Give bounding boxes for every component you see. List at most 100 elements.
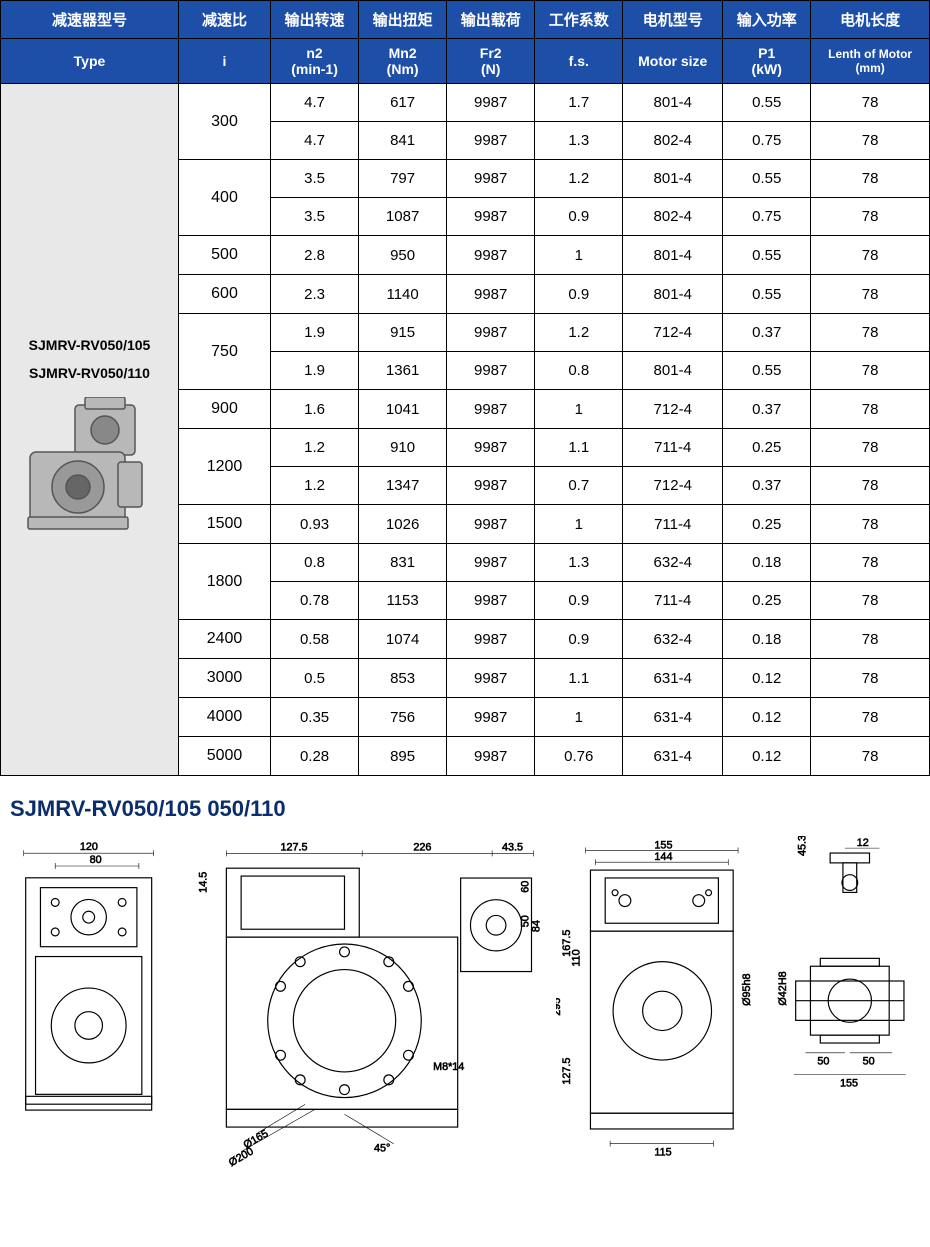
svg-text:12: 12 xyxy=(857,837,869,849)
data-cell: 2.3 xyxy=(271,275,359,314)
data-cell: 4.7 xyxy=(271,84,359,122)
data-cell: 3.5 xyxy=(271,198,359,236)
svg-text:14.5: 14.5 xyxy=(198,872,210,893)
data-cell: 1.3 xyxy=(535,544,623,582)
data-cell: 2.8 xyxy=(271,236,359,275)
data-cell: 9987 xyxy=(447,84,535,122)
data-cell: 1.3 xyxy=(535,122,623,160)
data-cell: 9987 xyxy=(447,122,535,160)
svg-text:127.5: 127.5 xyxy=(281,841,308,853)
data-cell: 0.75 xyxy=(723,122,811,160)
drawing-right: 155 144 167.5 110 295 127.5 Ø95h8 115 xyxy=(556,836,763,1166)
data-cell: 1347 xyxy=(359,467,447,505)
hdr-motor-en: Motor size xyxy=(623,39,723,84)
data-cell: 1.7 xyxy=(535,84,623,122)
data-cell: 0.7 xyxy=(535,467,623,505)
data-cell: 802-4 xyxy=(623,122,723,160)
svg-text:Ø42H8: Ø42H8 xyxy=(777,971,789,1005)
data-cell: 1041 xyxy=(359,390,447,429)
ratio-cell: 1500 xyxy=(179,505,271,544)
data-cell: 0.75 xyxy=(723,198,811,236)
data-cell: 895 xyxy=(359,737,447,776)
svg-text:226: 226 xyxy=(414,841,432,853)
ratio-cell: 3000 xyxy=(179,659,271,698)
data-cell: 0.9 xyxy=(535,275,623,314)
hdr-type-en: Type xyxy=(1,39,179,84)
data-cell: 0.12 xyxy=(723,737,811,776)
data-cell: 4.7 xyxy=(271,122,359,160)
hdr-len-en: Lenth of Motor (mm) xyxy=(811,39,930,84)
data-cell: 756 xyxy=(359,698,447,737)
svg-text:Ø200: Ø200 xyxy=(227,1145,256,1169)
data-cell: 9987 xyxy=(447,505,535,544)
data-cell: 910 xyxy=(359,429,447,467)
data-cell: 0.25 xyxy=(723,429,811,467)
svg-text:45°: 45° xyxy=(374,1143,390,1155)
data-cell: 0.78 xyxy=(271,582,359,620)
data-cell: 631-4 xyxy=(623,659,723,698)
svg-text:45.3: 45.3 xyxy=(797,836,809,856)
data-cell: 78 xyxy=(811,544,930,582)
data-cell: 9987 xyxy=(447,390,535,429)
ratio-cell: 500 xyxy=(179,236,271,275)
data-cell: 1074 xyxy=(359,620,447,659)
hdr-ratio-cn: 减速比 xyxy=(179,1,271,39)
data-cell: 631-4 xyxy=(623,737,723,776)
data-cell: 9987 xyxy=(447,582,535,620)
data-cell: 1087 xyxy=(359,198,447,236)
data-cell: 853 xyxy=(359,659,447,698)
data-cell: 78 xyxy=(811,429,930,467)
svg-text:155: 155 xyxy=(654,839,672,851)
data-cell: 632-4 xyxy=(623,620,723,659)
data-cell: 797 xyxy=(359,160,447,198)
table-row: SJMRV-RV050/105SJMRV-RV050/1103004.76179… xyxy=(1,84,930,122)
gearbox-icon xyxy=(10,397,170,537)
data-cell: 78 xyxy=(811,505,930,544)
hdr-fs-cn: 工作系数 xyxy=(535,1,623,39)
data-cell: 78 xyxy=(811,467,930,505)
ratio-cell: 2400 xyxy=(179,620,271,659)
data-cell: 0.76 xyxy=(535,737,623,776)
data-cell: 0.37 xyxy=(723,314,811,352)
data-cell: 1.1 xyxy=(535,659,623,698)
data-cell: 631-4 xyxy=(623,698,723,737)
data-cell: 1 xyxy=(535,236,623,275)
data-cell: 0.5 xyxy=(271,659,359,698)
data-cell: 78 xyxy=(811,236,930,275)
data-cell: 0.55 xyxy=(723,236,811,275)
data-cell: 0.9 xyxy=(535,198,623,236)
data-cell: 0.55 xyxy=(723,84,811,122)
data-cell: 712-4 xyxy=(623,390,723,429)
hdr-n2-en: n2 (min-1) xyxy=(271,39,359,84)
data-cell: 831 xyxy=(359,544,447,582)
data-cell: 9987 xyxy=(447,198,535,236)
data-cell: 801-4 xyxy=(623,84,723,122)
hdr-mn2-cn: 输出扭矩 xyxy=(359,1,447,39)
data-cell: 78 xyxy=(811,352,930,390)
data-cell: 617 xyxy=(359,84,447,122)
hdr-len-cn: 电机长度 xyxy=(811,1,930,39)
data-cell: 0.12 xyxy=(723,659,811,698)
data-cell: 3.5 xyxy=(271,160,359,198)
data-cell: 712-4 xyxy=(623,314,723,352)
drawings-row: 120 80 127.5 226 43.5 14.5 60 50 84 M8*1… xyxy=(0,836,930,1196)
ratio-cell: 1200 xyxy=(179,429,271,505)
data-cell: 78 xyxy=(811,582,930,620)
data-cell: 9987 xyxy=(447,620,535,659)
data-cell: 78 xyxy=(811,198,930,236)
ratio-cell: 300 xyxy=(179,84,271,160)
data-cell: 0.9 xyxy=(535,620,623,659)
hdr-p1-en: P1 (kW) xyxy=(723,39,811,84)
svg-text:80: 80 xyxy=(90,854,102,866)
data-cell: 802-4 xyxy=(623,198,723,236)
data-cell: 0.18 xyxy=(723,620,811,659)
data-cell: 1 xyxy=(535,698,623,737)
hdr-ratio-en: i xyxy=(179,39,271,84)
data-cell: 78 xyxy=(811,390,930,429)
hdr-motor-cn: 电机型号 xyxy=(623,1,723,39)
drawing-front: 120 80 xyxy=(6,836,173,1146)
data-cell: 9987 xyxy=(447,352,535,390)
data-cell: 1.2 xyxy=(271,429,359,467)
data-cell: 1.2 xyxy=(271,467,359,505)
ratio-cell: 4000 xyxy=(179,698,271,737)
